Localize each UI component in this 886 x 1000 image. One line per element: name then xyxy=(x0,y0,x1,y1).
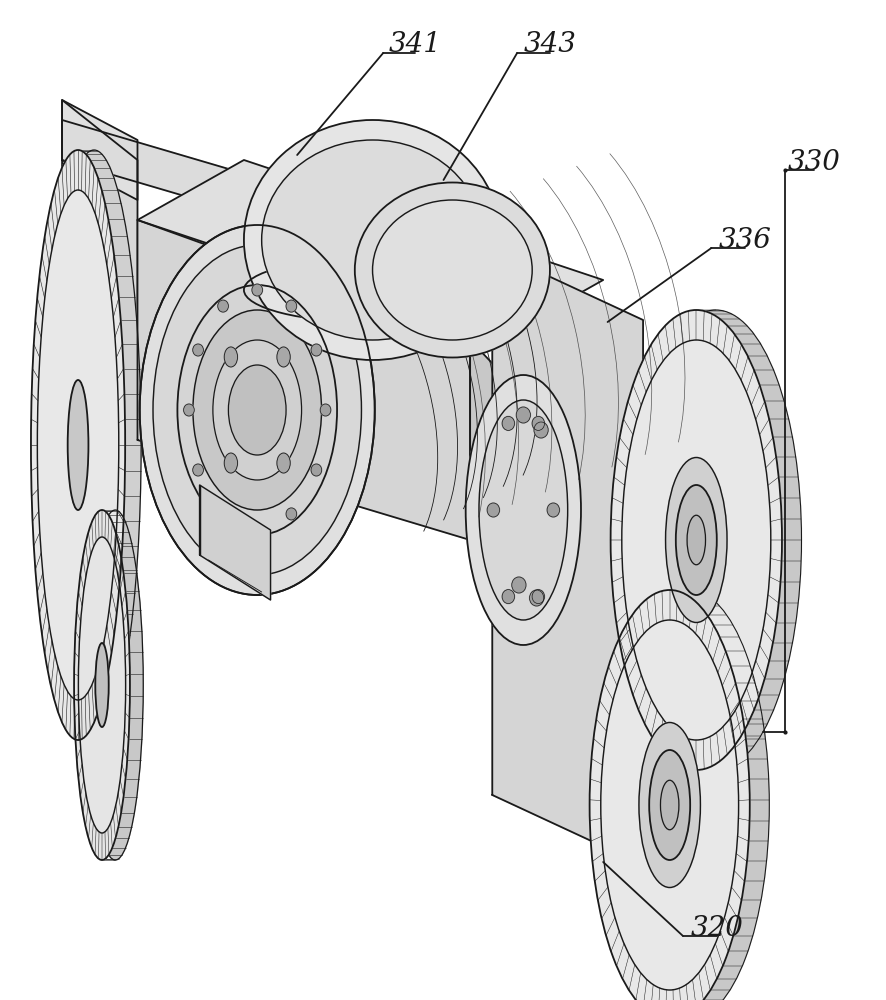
Circle shape xyxy=(533,422,548,438)
Ellipse shape xyxy=(74,510,129,860)
Polygon shape xyxy=(62,380,137,480)
Circle shape xyxy=(547,503,559,517)
Ellipse shape xyxy=(372,200,532,340)
Ellipse shape xyxy=(229,365,285,455)
Circle shape xyxy=(511,577,525,593)
Polygon shape xyxy=(49,380,727,530)
Ellipse shape xyxy=(589,590,749,1000)
Polygon shape xyxy=(49,380,638,510)
Polygon shape xyxy=(390,220,470,500)
Circle shape xyxy=(311,344,322,356)
Text: 336: 336 xyxy=(718,227,771,253)
Circle shape xyxy=(501,416,514,430)
Circle shape xyxy=(217,508,228,520)
Circle shape xyxy=(218,300,229,312)
Circle shape xyxy=(192,464,203,476)
Text: 320: 320 xyxy=(689,914,742,942)
Polygon shape xyxy=(137,220,470,540)
Ellipse shape xyxy=(687,515,704,565)
Circle shape xyxy=(501,590,514,604)
Circle shape xyxy=(532,416,544,430)
Ellipse shape xyxy=(177,285,337,535)
Ellipse shape xyxy=(67,380,89,510)
Polygon shape xyxy=(62,100,137,200)
Ellipse shape xyxy=(664,458,727,622)
Ellipse shape xyxy=(95,643,109,727)
Polygon shape xyxy=(390,440,470,540)
Circle shape xyxy=(252,524,262,536)
Circle shape xyxy=(532,590,544,604)
Ellipse shape xyxy=(244,120,501,360)
Circle shape xyxy=(320,404,330,416)
Polygon shape xyxy=(137,160,602,340)
Text: 341: 341 xyxy=(388,31,441,58)
Circle shape xyxy=(529,590,543,606)
Polygon shape xyxy=(199,485,270,600)
Ellipse shape xyxy=(638,722,700,888)
Ellipse shape xyxy=(244,257,501,322)
Circle shape xyxy=(285,300,296,312)
Ellipse shape xyxy=(478,400,567,620)
Ellipse shape xyxy=(140,225,374,595)
Ellipse shape xyxy=(276,347,290,367)
Circle shape xyxy=(192,344,203,356)
Text: 343: 343 xyxy=(523,31,576,58)
Circle shape xyxy=(311,464,322,476)
Ellipse shape xyxy=(87,510,144,860)
Polygon shape xyxy=(62,100,137,440)
Polygon shape xyxy=(638,470,727,570)
Polygon shape xyxy=(492,250,642,865)
Polygon shape xyxy=(638,510,727,610)
Ellipse shape xyxy=(660,780,678,830)
Ellipse shape xyxy=(276,453,290,473)
Ellipse shape xyxy=(224,347,237,367)
Circle shape xyxy=(486,503,499,517)
Ellipse shape xyxy=(465,375,580,645)
Polygon shape xyxy=(470,340,602,620)
Ellipse shape xyxy=(153,245,361,575)
Ellipse shape xyxy=(224,453,237,473)
Ellipse shape xyxy=(629,310,801,770)
Ellipse shape xyxy=(649,750,689,860)
Circle shape xyxy=(252,284,262,296)
Ellipse shape xyxy=(47,150,141,740)
Ellipse shape xyxy=(213,340,301,480)
Ellipse shape xyxy=(354,182,549,358)
Ellipse shape xyxy=(31,150,125,740)
Ellipse shape xyxy=(609,590,768,1000)
Ellipse shape xyxy=(192,310,321,510)
Circle shape xyxy=(516,407,530,423)
Circle shape xyxy=(285,508,296,520)
Text: 330: 330 xyxy=(787,148,840,176)
Polygon shape xyxy=(62,120,470,280)
Ellipse shape xyxy=(261,140,483,340)
Ellipse shape xyxy=(610,310,781,770)
Ellipse shape xyxy=(675,485,716,595)
Circle shape xyxy=(183,404,194,416)
